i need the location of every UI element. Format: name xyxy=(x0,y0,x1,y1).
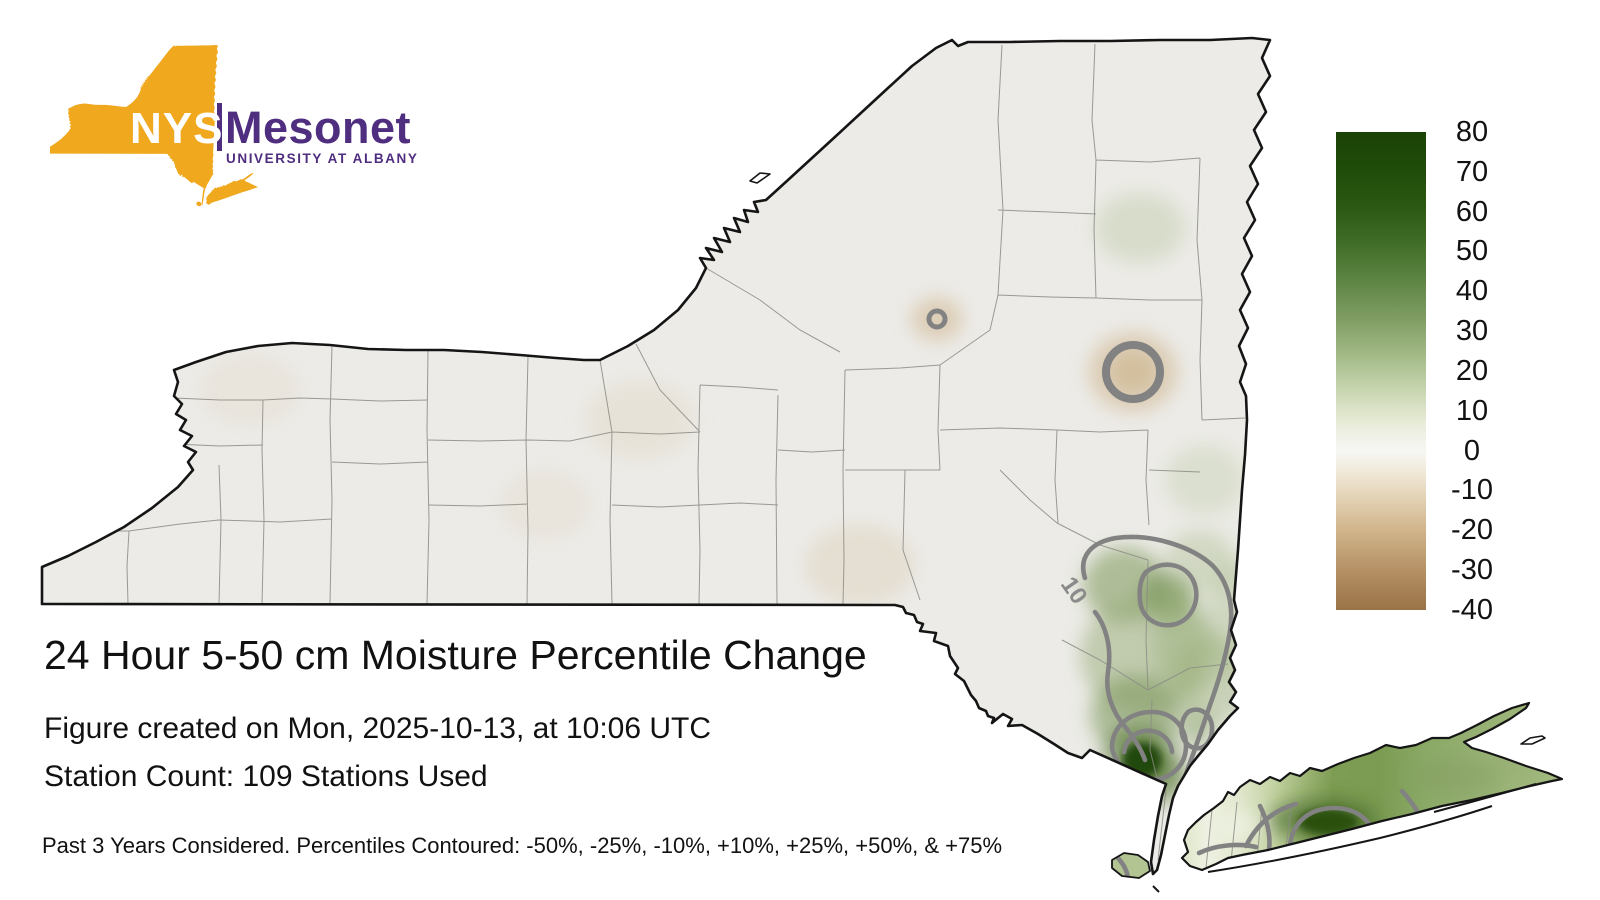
barrier-island-west xyxy=(1207,805,1493,873)
colorbar-tick: 80 xyxy=(1455,116,1489,148)
state-outlines xyxy=(40,36,1564,893)
colorbar-gradient xyxy=(1336,132,1426,610)
barrier-island-east xyxy=(1433,783,1537,813)
colorbar-tick: 30 xyxy=(1455,315,1489,347)
colorbar-tick: 70 xyxy=(1455,156,1489,188)
created-timestamp-line: Figure created on Mon, 2025-10-13, at 10… xyxy=(44,712,712,745)
county-borders xyxy=(43,43,1293,869)
nys-mesonet-logo: NYS Mesonet UNIVERSITY AT ALBANY xyxy=(50,45,419,207)
methodology-caption: Past 3 Years Considered. Percentiles Con… xyxy=(42,833,1003,858)
logo-divider-bar xyxy=(217,103,222,151)
galloo-island xyxy=(749,172,771,184)
coastal-tick xyxy=(1152,885,1160,893)
logo-mesonet-text: Mesonet xyxy=(225,102,411,153)
colorbar-tick: 10 xyxy=(1455,395,1489,427)
colorbar-tick: -20 xyxy=(1451,514,1493,546)
colorbar-tick: 40 xyxy=(1455,275,1489,307)
plum-island xyxy=(1520,735,1546,745)
figure-title: 24 Hour 5-50 cm Moisture Percentile Chan… xyxy=(44,632,867,678)
colorbar-tick: -30 xyxy=(1451,554,1493,586)
colorbar-tick: 50 xyxy=(1455,235,1489,267)
logo-university-text: UNIVERSITY AT ALBANY xyxy=(226,151,419,166)
logo-nys-text: NYS xyxy=(130,104,223,153)
colorbar-tick: 20 xyxy=(1455,355,1489,387)
station-count-line: Station Count: 109 Stations Used xyxy=(44,760,488,793)
colorbar-tick: -40 xyxy=(1451,594,1493,626)
colorbar-tick: -10 xyxy=(1451,474,1493,506)
colorbar-tick: 60 xyxy=(1455,196,1489,228)
colorbar-tick: 0 xyxy=(1463,435,1481,467)
